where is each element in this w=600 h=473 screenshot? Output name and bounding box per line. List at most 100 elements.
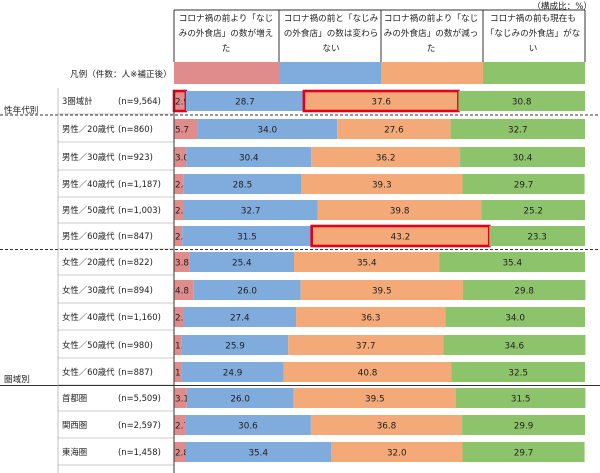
data-label: 3.8 xyxy=(175,259,189,269)
row-label: 東海圏 xyxy=(62,447,87,457)
data-label: 39.5 xyxy=(365,395,385,405)
bar-segment xyxy=(283,362,452,382)
bar-segment xyxy=(455,388,586,408)
row-label: 男性／60歳代 xyxy=(62,231,115,241)
bar-segment xyxy=(185,91,304,111)
data-label: 34.0 xyxy=(258,126,278,136)
data-label: 39.8 xyxy=(390,207,410,217)
group-label: 性年代別 xyxy=(4,104,38,116)
data-label: 39.5 xyxy=(372,287,392,297)
data-label: 32.0 xyxy=(387,449,407,459)
bar-segment xyxy=(174,280,194,300)
data-label: 27.6 xyxy=(384,126,404,136)
legend-label: 凡例（件数：人※補正後） xyxy=(70,68,172,80)
legend-header-2: コロナ禍の前と「なじみの外食店」の数は変わらない xyxy=(283,14,379,54)
row-n-count: (n=822) xyxy=(118,257,153,267)
data-label: 2.0 xyxy=(175,233,189,243)
row-label: 首都圏 xyxy=(62,393,87,403)
bar-segment xyxy=(174,226,183,246)
unit-label: （構成比：%） xyxy=(532,2,592,12)
bar-segment xyxy=(288,335,444,355)
bar-segment xyxy=(451,362,585,382)
row-n-count: (n=1,187) xyxy=(118,179,161,189)
data-label: 32.5 xyxy=(508,369,528,379)
data-label: 2.3 xyxy=(175,207,189,217)
bar-segment xyxy=(445,307,585,327)
data-label: 40.8 xyxy=(358,369,378,379)
row-n-count: (n=1,160) xyxy=(118,312,161,322)
row-label: 女性／60歳代 xyxy=(62,367,115,377)
bar-segment xyxy=(189,252,295,272)
bar-segment xyxy=(174,335,182,355)
bar-segment xyxy=(183,174,301,194)
data-label: 2.3 xyxy=(175,314,189,324)
data-label: 37.6 xyxy=(371,98,391,108)
data-label: 35.4 xyxy=(502,259,522,269)
data-label: 30.8 xyxy=(512,98,532,108)
data-label: 3.0 xyxy=(175,154,189,164)
bar-segment xyxy=(443,335,586,355)
data-label: 29.7 xyxy=(514,449,534,459)
bar-segment xyxy=(183,307,297,327)
bar-segment xyxy=(197,119,338,139)
bar-segment xyxy=(293,388,456,408)
bar-segment xyxy=(460,147,585,167)
bar-segment xyxy=(458,91,585,111)
bar-segment xyxy=(185,415,311,435)
bar-segment xyxy=(462,442,585,462)
bar-segment xyxy=(174,388,187,408)
legend-header-3: コロナ禍の前より「なじみの外食店」の数が減った xyxy=(383,14,479,54)
row-n-count: (n=5,509) xyxy=(118,393,161,403)
data-label: 32.7 xyxy=(508,126,528,136)
data-label: 36.8 xyxy=(377,422,397,432)
row-label: 女性／50歳代 xyxy=(62,340,115,350)
bar-segment xyxy=(174,362,182,382)
bar-segment xyxy=(174,91,186,111)
row-label: 男性／50歳代 xyxy=(62,205,115,215)
bar-segment xyxy=(311,147,461,167)
data-label: 28.7 xyxy=(235,98,255,108)
data-label: 26.0 xyxy=(230,395,250,405)
row-n-count: (n=847) xyxy=(118,231,153,241)
bar-segment xyxy=(174,200,184,220)
data-label: 27.4 xyxy=(230,314,250,324)
bar-segment xyxy=(186,147,312,167)
legend-header-1: コロナ禍の前より「なじみの外食店」の数が増えた xyxy=(178,14,274,54)
bar-segment xyxy=(462,174,585,194)
legend-swatch-1 xyxy=(174,62,279,84)
legend-header-4: コロナ禍の前も現在も「なじみの外食店」がない xyxy=(485,14,581,54)
data-label: 35.4 xyxy=(357,259,377,269)
row-n-count: (n=887) xyxy=(118,367,153,377)
bar-segment xyxy=(300,174,463,194)
group-label: 圏域別 xyxy=(4,373,30,385)
bar-segment xyxy=(174,147,187,167)
row-n-count: (n=9,564) xyxy=(118,96,161,106)
bar-segment xyxy=(185,442,332,462)
data-label: 5.7 xyxy=(175,126,189,136)
data-label: 34.0 xyxy=(505,314,525,324)
data-label: 39.3 xyxy=(372,181,392,191)
bar-segment xyxy=(450,119,585,139)
row-n-count: (n=980) xyxy=(118,340,153,350)
data-label: 26.0 xyxy=(237,287,257,297)
row-n-count: (n=1,458) xyxy=(118,447,161,457)
data-label: 3.1 xyxy=(175,395,189,405)
bar-segment xyxy=(183,200,318,220)
bar-segment xyxy=(174,252,190,272)
row-n-count: (n=860) xyxy=(118,124,153,134)
row-label: 女性／20歳代 xyxy=(62,257,115,267)
legend-swatch-2 xyxy=(279,62,381,84)
data-label: 4.8 xyxy=(175,287,189,297)
bar-segment xyxy=(489,226,585,246)
bar-segment xyxy=(181,362,284,382)
row-label: 男性／40歳代 xyxy=(62,179,115,189)
bar-segment xyxy=(331,442,463,462)
bar-segment xyxy=(186,388,294,408)
data-label: 2.7 xyxy=(175,422,189,432)
bar-segment xyxy=(174,174,184,194)
row-label: 女性／40歳代 xyxy=(62,312,115,322)
bar-segment xyxy=(174,119,198,139)
row-n-count: (n=2,597) xyxy=(118,420,161,430)
data-label: 2.4 xyxy=(175,181,189,191)
